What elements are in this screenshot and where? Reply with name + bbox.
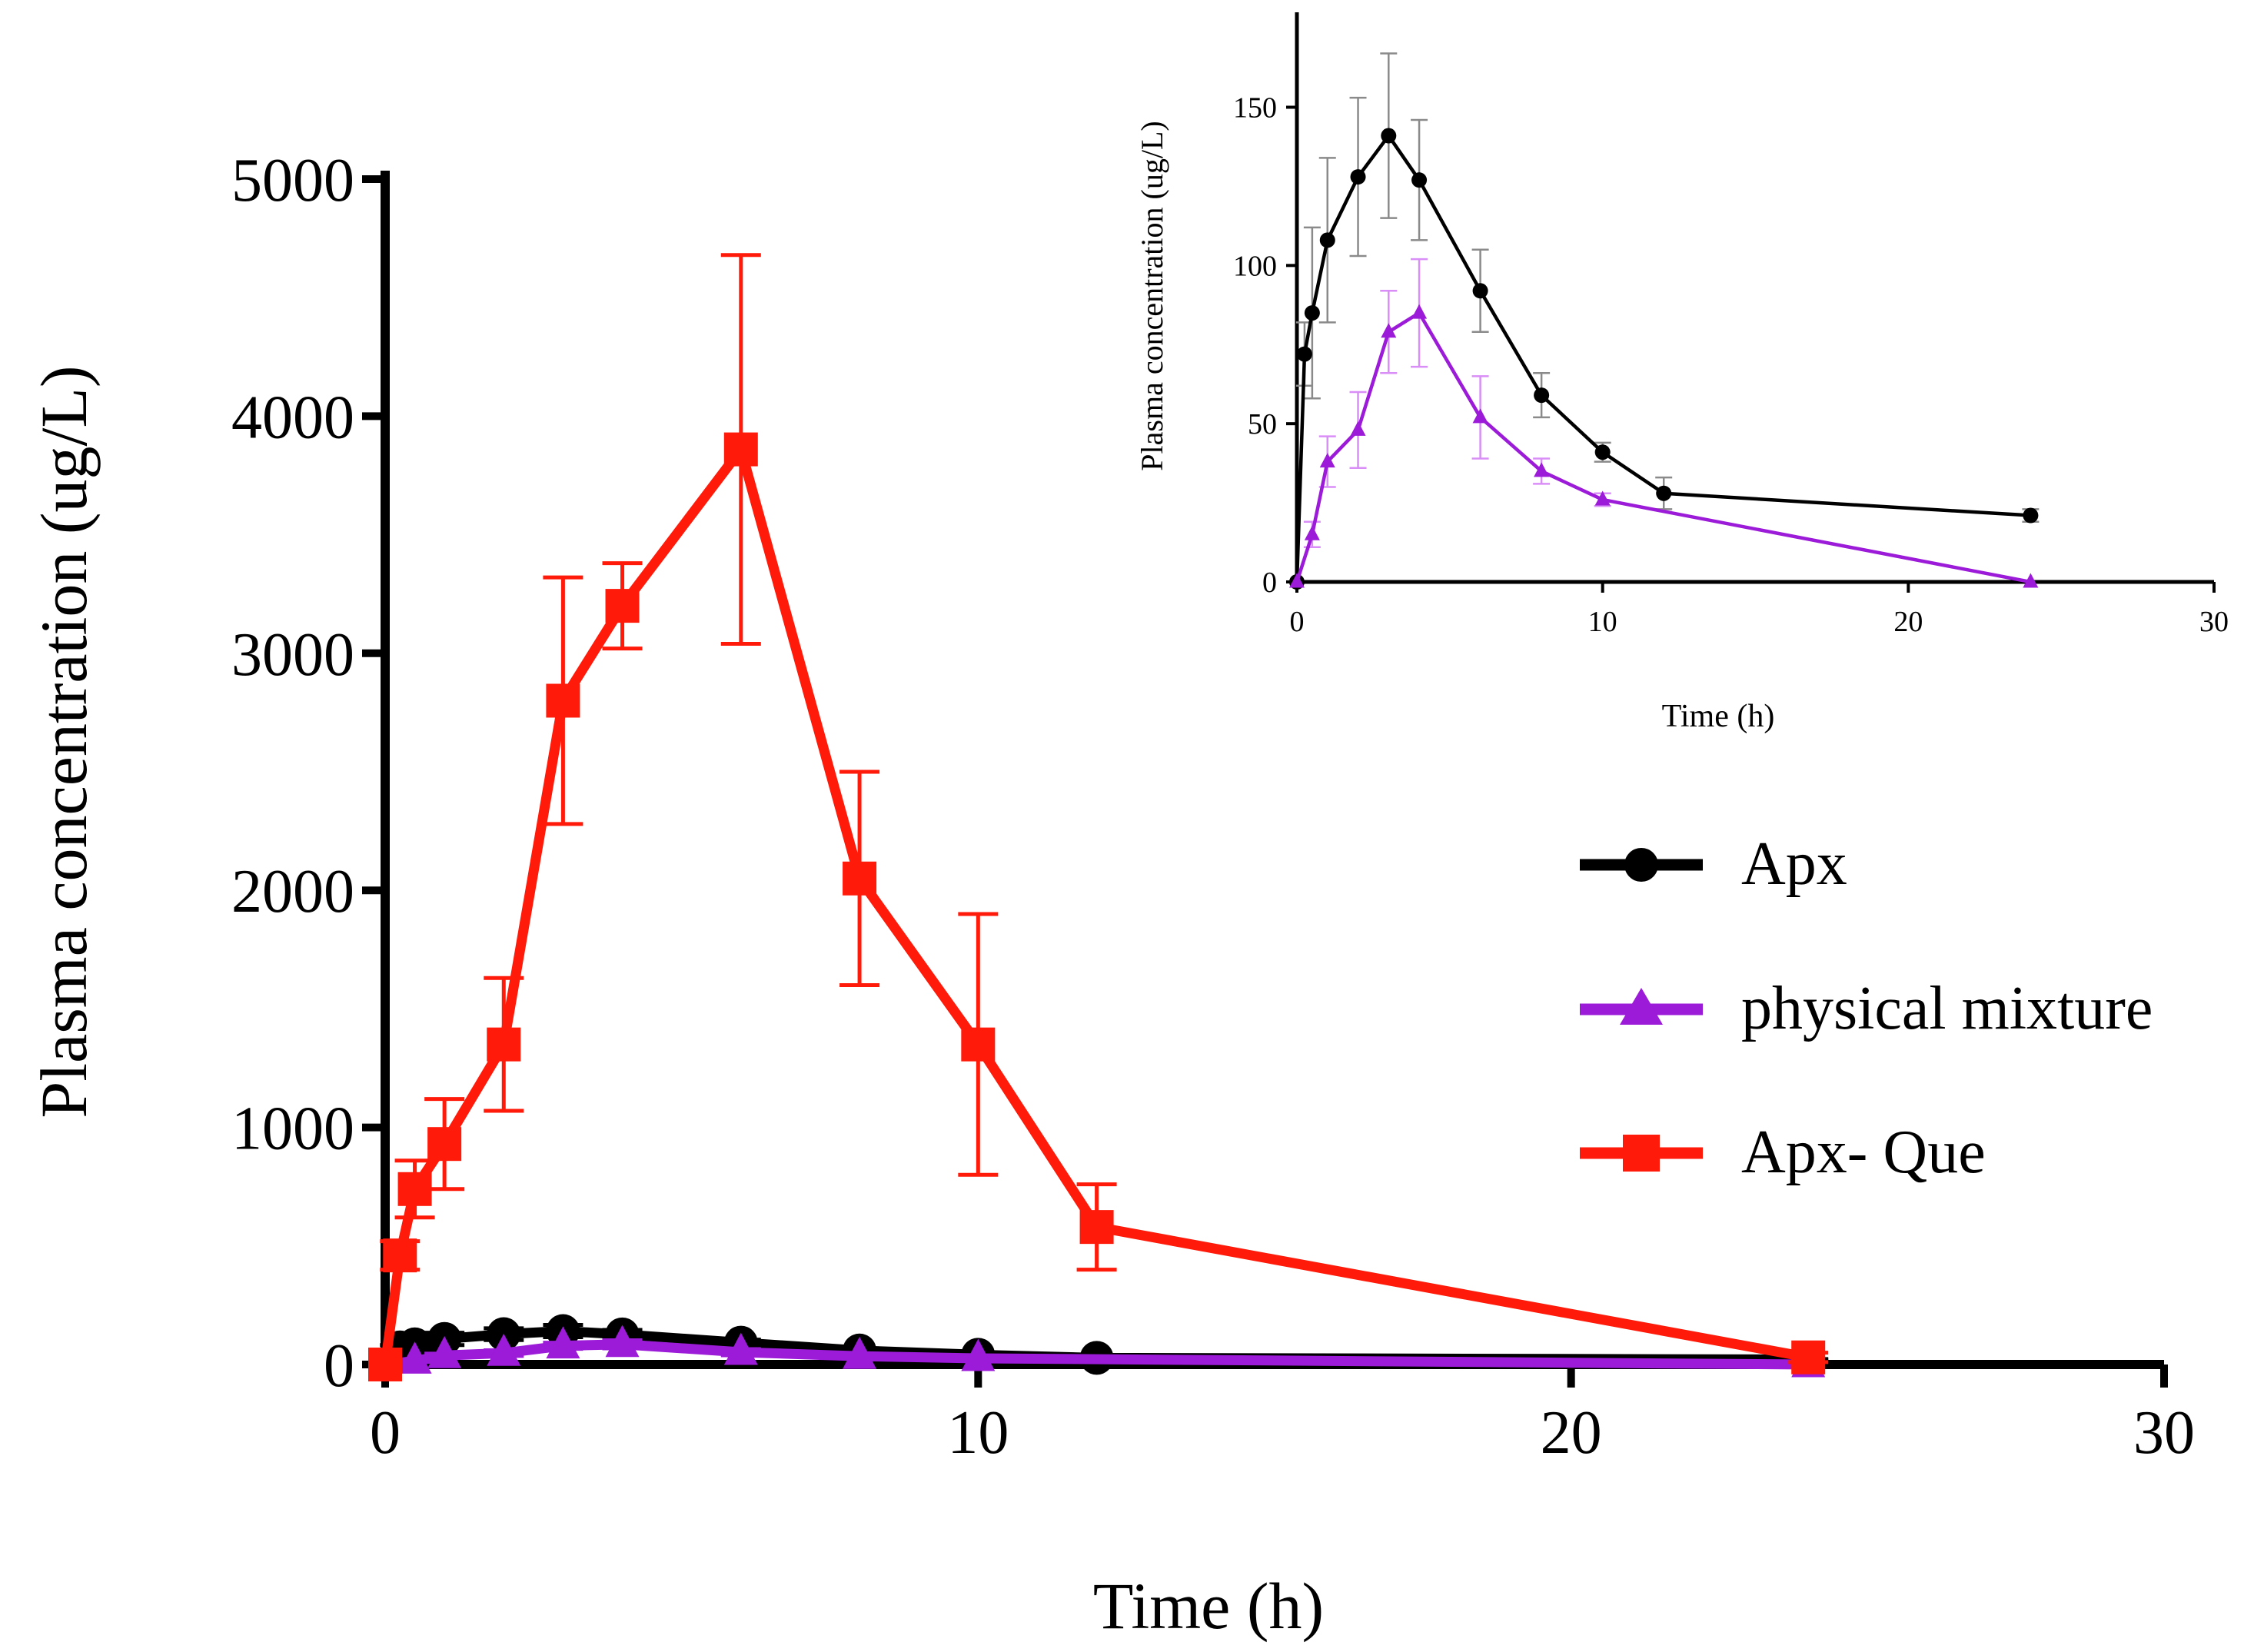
main-point-apx-que — [605, 589, 640, 623]
inset-point-apx — [1411, 172, 1428, 188]
inset-point-physical-mixture — [1289, 573, 1305, 588]
inset-y-axis-label: Plasma concentration (ug/L) — [1135, 121, 1169, 470]
main-point-physical-mixture — [723, 1332, 758, 1365]
legend-label-physical-mixture: physical mixture — [1741, 975, 2153, 1042]
inset-x-tick-label: 10 — [1588, 606, 1617, 638]
main-point-physical-mixture — [843, 1336, 877, 1369]
inset-point-apx — [1381, 128, 1397, 144]
legend: Apx physical mixture Apx- Que — [1580, 830, 2153, 1186]
inset-point-physical-mixture — [1304, 525, 1320, 540]
main-point-physical-mixture — [487, 1333, 521, 1366]
main-y-tick-labels: 0 1000 2000 3000 4000 5000 — [231, 147, 354, 1400]
main-y-tick-label: 3000 — [231, 621, 354, 689]
main-point-physical-mixture — [605, 1325, 640, 1358]
inset-y-tick-label: 100 — [1233, 250, 1277, 282]
main-y-tick-label: 1000 — [231, 1095, 354, 1163]
main-line-physical-mixture — [384, 1339, 1809, 1370]
inset-point-physical-mixture — [1319, 453, 1335, 468]
main-point-apx-que — [1791, 1340, 1826, 1374]
legend-marker-physical-mixture — [1620, 988, 1663, 1025]
main-point-physical-mixture — [397, 1341, 432, 1374]
inset-y-tick-labels: 0 50 100 150 — [1233, 92, 1277, 600]
main-x-axis-label: Time (h) — [1093, 1569, 1324, 1643]
inset-point-physical-mixture — [1594, 490, 1611, 506]
main-point-physical-mixture — [546, 1326, 580, 1359]
main-x-tick-label: 20 — [1541, 1399, 1602, 1467]
main-y-tick-label: 4000 — [231, 384, 354, 451]
inset-point-apx — [2023, 507, 2039, 524]
main-point-apx-que — [487, 1027, 521, 1062]
main-point-apx-que — [546, 683, 580, 718]
main-point-apx-que — [427, 1127, 462, 1162]
inset-point-apx — [1656, 485, 1672, 501]
inset-point-physical-mixture — [1472, 408, 1488, 424]
inset-point-apx — [1350, 169, 1366, 185]
inset-x-tick-labels: 0 10 20 30 — [1290, 606, 2229, 638]
inset-y-tick-label: 0 — [1262, 567, 1277, 599]
inset-point-apx — [1534, 387, 1550, 404]
main-y-tick-label: 0 — [324, 1332, 354, 1400]
inset-point-apx — [1304, 305, 1320, 321]
inset-x-tick-label: 30 — [2199, 606, 2229, 638]
inset-y-tick-label: 150 — [1233, 92, 1277, 125]
legend-item-apx-que: Apx- Que — [1580, 1119, 1986, 1186]
inset-point-physical-mixture — [1350, 420, 1366, 436]
main-series-layer — [368, 253, 1829, 1381]
legend-marker-apx-que — [1623, 1135, 1660, 1172]
legend-label-apx-que: Apx- Que — [1741, 1119, 1986, 1186]
legend-item-physical-mixture: physical mixture — [1580, 975, 2153, 1042]
main-y-axis-label: Plasma concentration (ug/L) — [27, 365, 101, 1118]
main-point-apx-que — [723, 432, 758, 467]
inset-point-apx — [1319, 232, 1335, 248]
inset-y-tick-label: 50 — [1248, 408, 1277, 440]
legend-marker-apx — [1624, 848, 1658, 882]
main-y-tick-label: 5000 — [231, 147, 354, 214]
main-point-apx-que — [961, 1027, 996, 1062]
inset-point-physical-mixture — [1381, 323, 1397, 338]
inset-point-physical-mixture — [2023, 573, 2039, 588]
main-point-apx-que — [383, 1238, 417, 1273]
inset-series-layer — [1289, 52, 2040, 590]
inset-point-physical-mixture — [1411, 304, 1428, 319]
main-x-tick-labels: 0 10 20 30 — [370, 1399, 2195, 1467]
inset-point-apx — [1472, 283, 1488, 299]
main-x-tick-label: 30 — [2133, 1399, 2195, 1467]
main-series-apx-que — [368, 253, 1829, 1381]
main-point-physical-mixture — [427, 1335, 462, 1368]
inset-x-tick-label: 0 — [1290, 606, 1305, 638]
main-point-apx-que — [843, 861, 877, 896]
inset-x-axis-label: Time (h) — [1662, 699, 1775, 734]
main-point-apx-que — [397, 1172, 432, 1206]
main-x-tick-label: 10 — [947, 1399, 1009, 1467]
inset-series-physical-mixture — [1289, 258, 2039, 588]
inset-point-apx — [1594, 444, 1611, 460]
main-point-apx-que — [1079, 1210, 1114, 1245]
legend-item-apx: Apx — [1580, 830, 1847, 898]
main-point-physical-mixture — [961, 1338, 996, 1371]
main-x-tick-label: 0 — [370, 1399, 401, 1467]
inset-line-physical-mixture — [1295, 311, 2031, 584]
inset-x-tick-label: 20 — [1893, 606, 1923, 638]
inset-point-physical-mixture — [1534, 462, 1550, 477]
legend-label-apx: Apx — [1741, 830, 1847, 898]
inset-point-apx — [1296, 346, 1312, 362]
main-point-apx-que — [368, 1348, 402, 1381]
inset-chart: 0 50 100 150 0 10 20 30 Time (h) Plasma concen… — [1135, 12, 2229, 734]
main-y-tick-label: 2000 — [231, 858, 354, 926]
